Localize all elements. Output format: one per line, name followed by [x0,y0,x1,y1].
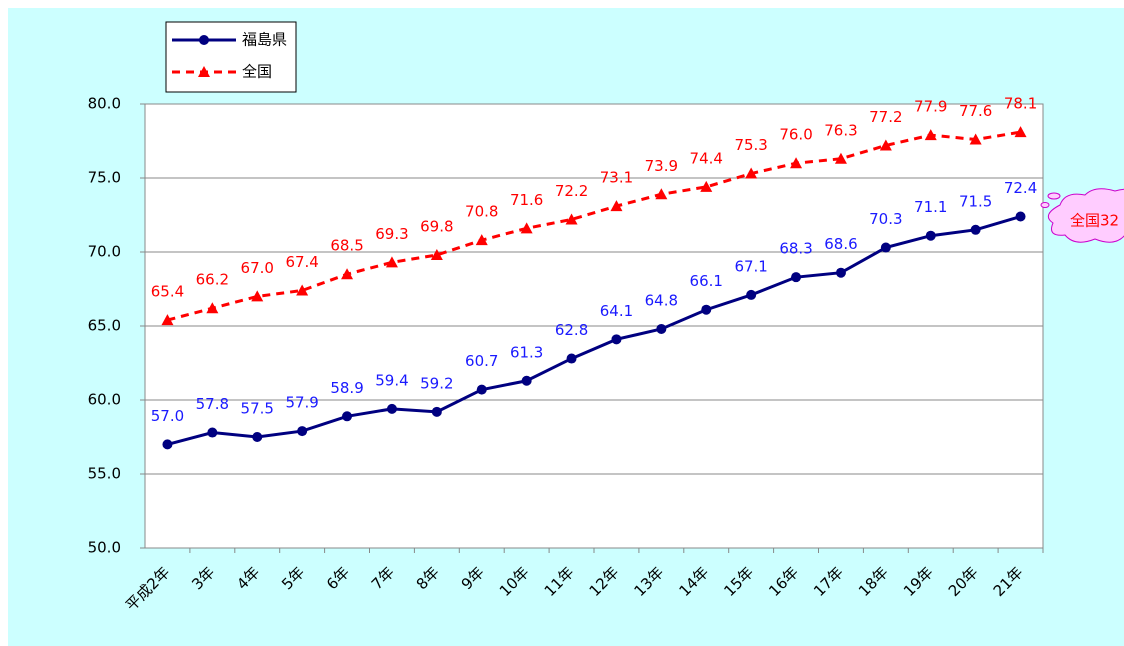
data-label: 61.3 [510,343,543,361]
data-label: 67.4 [285,253,318,271]
point [926,231,936,241]
data-label: 64.8 [645,291,678,309]
data-label: 76.0 [779,126,812,144]
data-label: 64.1 [600,302,633,320]
data-label: 65.4 [151,283,184,301]
data-label: 69.8 [420,217,453,235]
data-label: 73.9 [645,157,678,175]
point [297,426,307,436]
point [836,268,846,278]
data-label: 77.6 [959,102,992,120]
y-tick-label: 75.0 [88,169,121,187]
point [611,334,621,344]
data-label: 59.4 [375,371,408,389]
point [881,243,891,253]
y-tick-label: 80.0 [88,95,121,113]
data-label: 58.9 [330,379,363,397]
point [207,428,217,438]
point [342,411,352,421]
point [1016,211,1026,221]
data-label: 68.3 [779,240,812,258]
data-label: 57.5 [241,400,274,418]
data-label: 71.6 [510,191,543,209]
data-label: 77.9 [914,98,947,116]
data-label: 67.1 [734,257,767,275]
point [701,305,711,315]
data-label: 70.8 [465,203,498,221]
data-label: 72.4 [1004,179,1037,197]
data-label: 66.1 [690,272,723,290]
legend-label: 福島県 [242,31,287,49]
point [522,376,532,386]
legend-marker [199,35,209,45]
y-tick-label: 60.0 [88,391,121,409]
data-label: 62.8 [555,321,588,339]
data-label: 59.2 [420,374,453,392]
point [477,385,487,395]
y-tick-label: 70.0 [88,243,121,261]
point [746,290,756,300]
point [432,407,442,417]
point [971,225,981,235]
y-tick-label: 55.0 [88,465,121,483]
data-label: 60.7 [465,352,498,370]
data-label: 77.2 [869,108,902,126]
callout-bubble [1048,193,1060,199]
data-label: 72.2 [555,182,588,200]
data-label: 73.1 [600,169,633,187]
callout-bubble [1041,203,1049,208]
data-label: 57.8 [196,395,229,413]
data-label: 70.3 [869,210,902,228]
y-tick-label: 65.0 [88,317,121,335]
point [656,324,666,334]
data-label: 71.1 [914,198,947,216]
data-label: 66.2 [196,271,229,289]
callout-text: 全国32 [1070,212,1119,230]
data-label: 76.3 [824,121,857,139]
data-label: 57.9 [285,394,318,412]
data-label: 68.6 [824,235,857,253]
point [162,439,172,449]
data-label: 68.5 [330,237,363,255]
data-label: 75.3 [734,136,767,154]
page: 50.055.060.065.070.075.080.0平成2年3年4年5年6年… [0,0,1124,646]
chart: 50.055.060.065.070.075.080.0平成2年3年4年5年6年… [0,0,1124,646]
y-tick-label: 50.0 [88,539,121,557]
data-label: 69.3 [375,225,408,243]
data-label: 57.0 [151,407,184,425]
data-label: 74.4 [690,149,723,167]
point [387,404,397,414]
point [252,432,262,442]
data-label: 78.1 [1004,95,1037,113]
legend-label: 全国 [242,63,272,81]
data-label: 71.5 [959,192,992,210]
data-label: 67.0 [241,259,274,277]
point [791,272,801,282]
point [567,354,577,364]
